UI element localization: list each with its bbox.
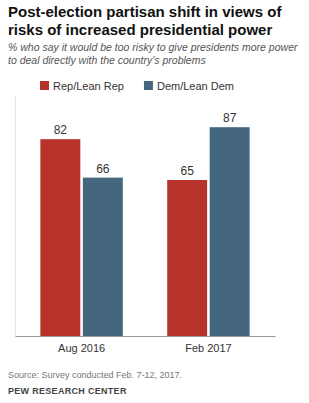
title: Post-election partisan shift in views of… bbox=[8, 3, 282, 38]
credit: PEW RESEARCH CENTER bbox=[8, 386, 127, 396]
x-axis: Aug 2016 Feb 2017 bbox=[16, 336, 276, 354]
x-tick-label: Feb 2017 bbox=[185, 342, 231, 354]
data-label: 66 bbox=[96, 162, 110, 176]
legend-swatch bbox=[144, 81, 153, 90]
x-tick: Feb 2017 bbox=[185, 336, 231, 354]
subtitle: % who say it would be too risky to give … bbox=[8, 41, 298, 66]
data-label: 65 bbox=[180, 164, 194, 178]
y-axis-line bbox=[15, 97, 16, 337]
legend-label: Rep/Lean Rep bbox=[53, 80, 124, 92]
legend: Rep/Lean Rep Dem/Lean Dem bbox=[40, 80, 234, 92]
x-tick-label: Aug 2016 bbox=[58, 342, 105, 354]
bar bbox=[167, 180, 207, 336]
x-tick: Aug 2016 bbox=[58, 336, 105, 354]
y-axis bbox=[15, 97, 16, 337]
bar bbox=[83, 178, 123, 336]
x-axis-line bbox=[16, 336, 276, 337]
legend-label: Dem/Lean Dem bbox=[157, 80, 234, 92]
source: Source: Survey conducted Feb. 7-12, 2017… bbox=[8, 370, 182, 380]
data-label: 87 bbox=[223, 111, 237, 125]
data-label: 82 bbox=[54, 123, 68, 137]
legend-swatch bbox=[40, 81, 49, 90]
data-labels: 82 65 66 87 bbox=[54, 111, 237, 178]
bar bbox=[210, 127, 250, 336]
background bbox=[0, 0, 309, 403]
bars bbox=[40, 127, 249, 336]
bar bbox=[40, 139, 80, 336]
